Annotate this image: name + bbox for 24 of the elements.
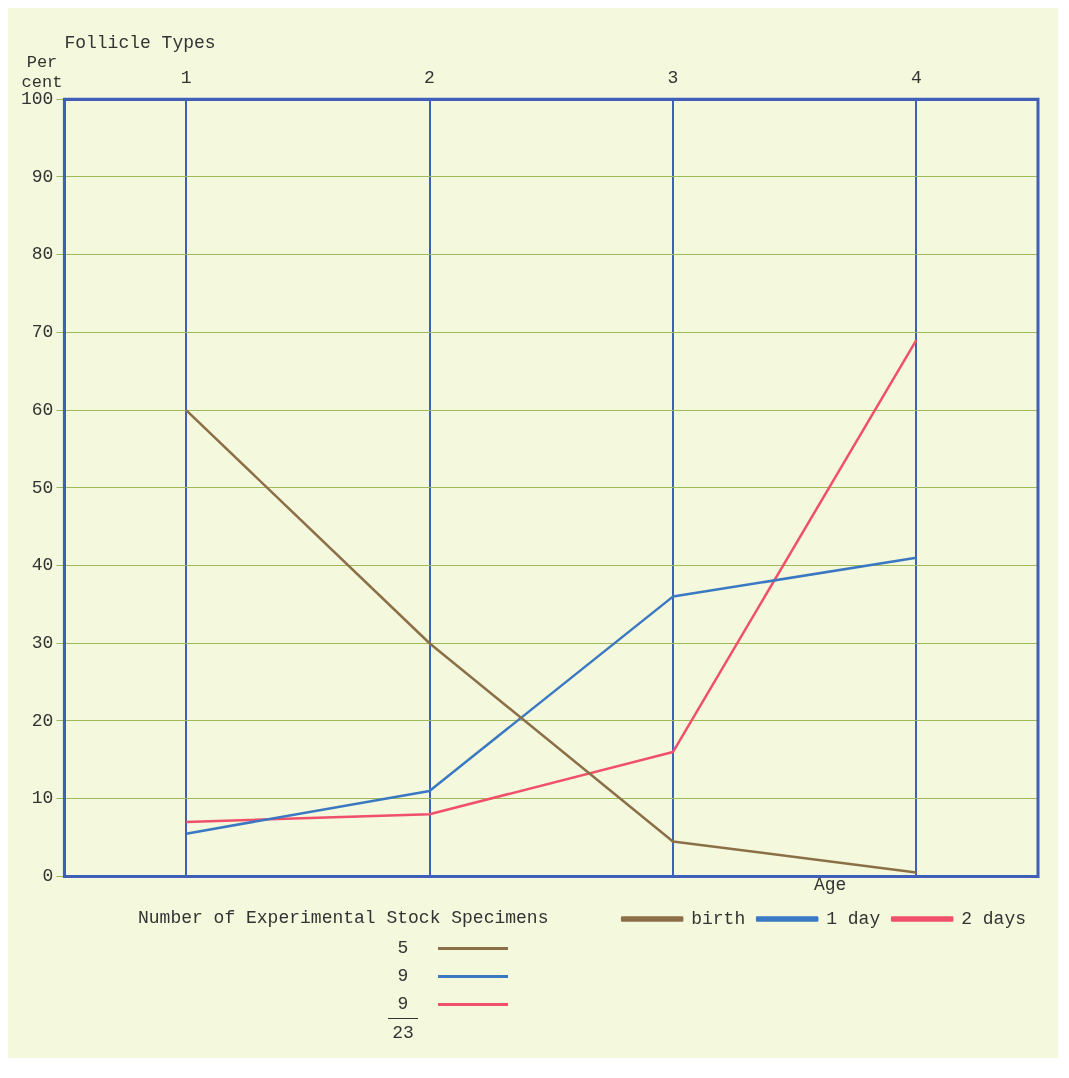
legend-label: birth <box>691 908 746 929</box>
y-tick-label: 20 <box>31 710 54 731</box>
y-tick-label: 10 <box>31 788 54 809</box>
y-tick-label: 0 <box>42 866 54 887</box>
y-tick-label: 80 <box>31 244 54 265</box>
legend-label: 2 days <box>961 908 1026 929</box>
x-tick-label: 4 <box>910 68 922 89</box>
x-tick-label: 3 <box>667 68 679 89</box>
legend-title: Age <box>813 875 847 896</box>
text: 23 <box>391 1023 415 1043</box>
x-tick-label: 2 <box>424 68 435 89</box>
y-tick-label: 40 <box>31 555 54 576</box>
x-axis-title: Follicle Types <box>64 32 216 53</box>
y-tick-label: 50 <box>31 477 54 498</box>
y-tick-label: 60 <box>31 399 54 420</box>
y-tick-label: 70 <box>31 322 54 343</box>
x-tick-label: 1 <box>180 68 192 89</box>
text: 9 <box>396 994 410 1014</box>
legend-label: 1 day <box>826 908 881 929</box>
y-tick-label: 90 <box>31 166 54 187</box>
text: 5 <box>396 938 410 958</box>
text: 9 <box>396 966 410 986</box>
y-tick-label: 30 <box>31 633 54 654</box>
text: Number of Experimental Stock Specimens <box>138 908 549 928</box>
